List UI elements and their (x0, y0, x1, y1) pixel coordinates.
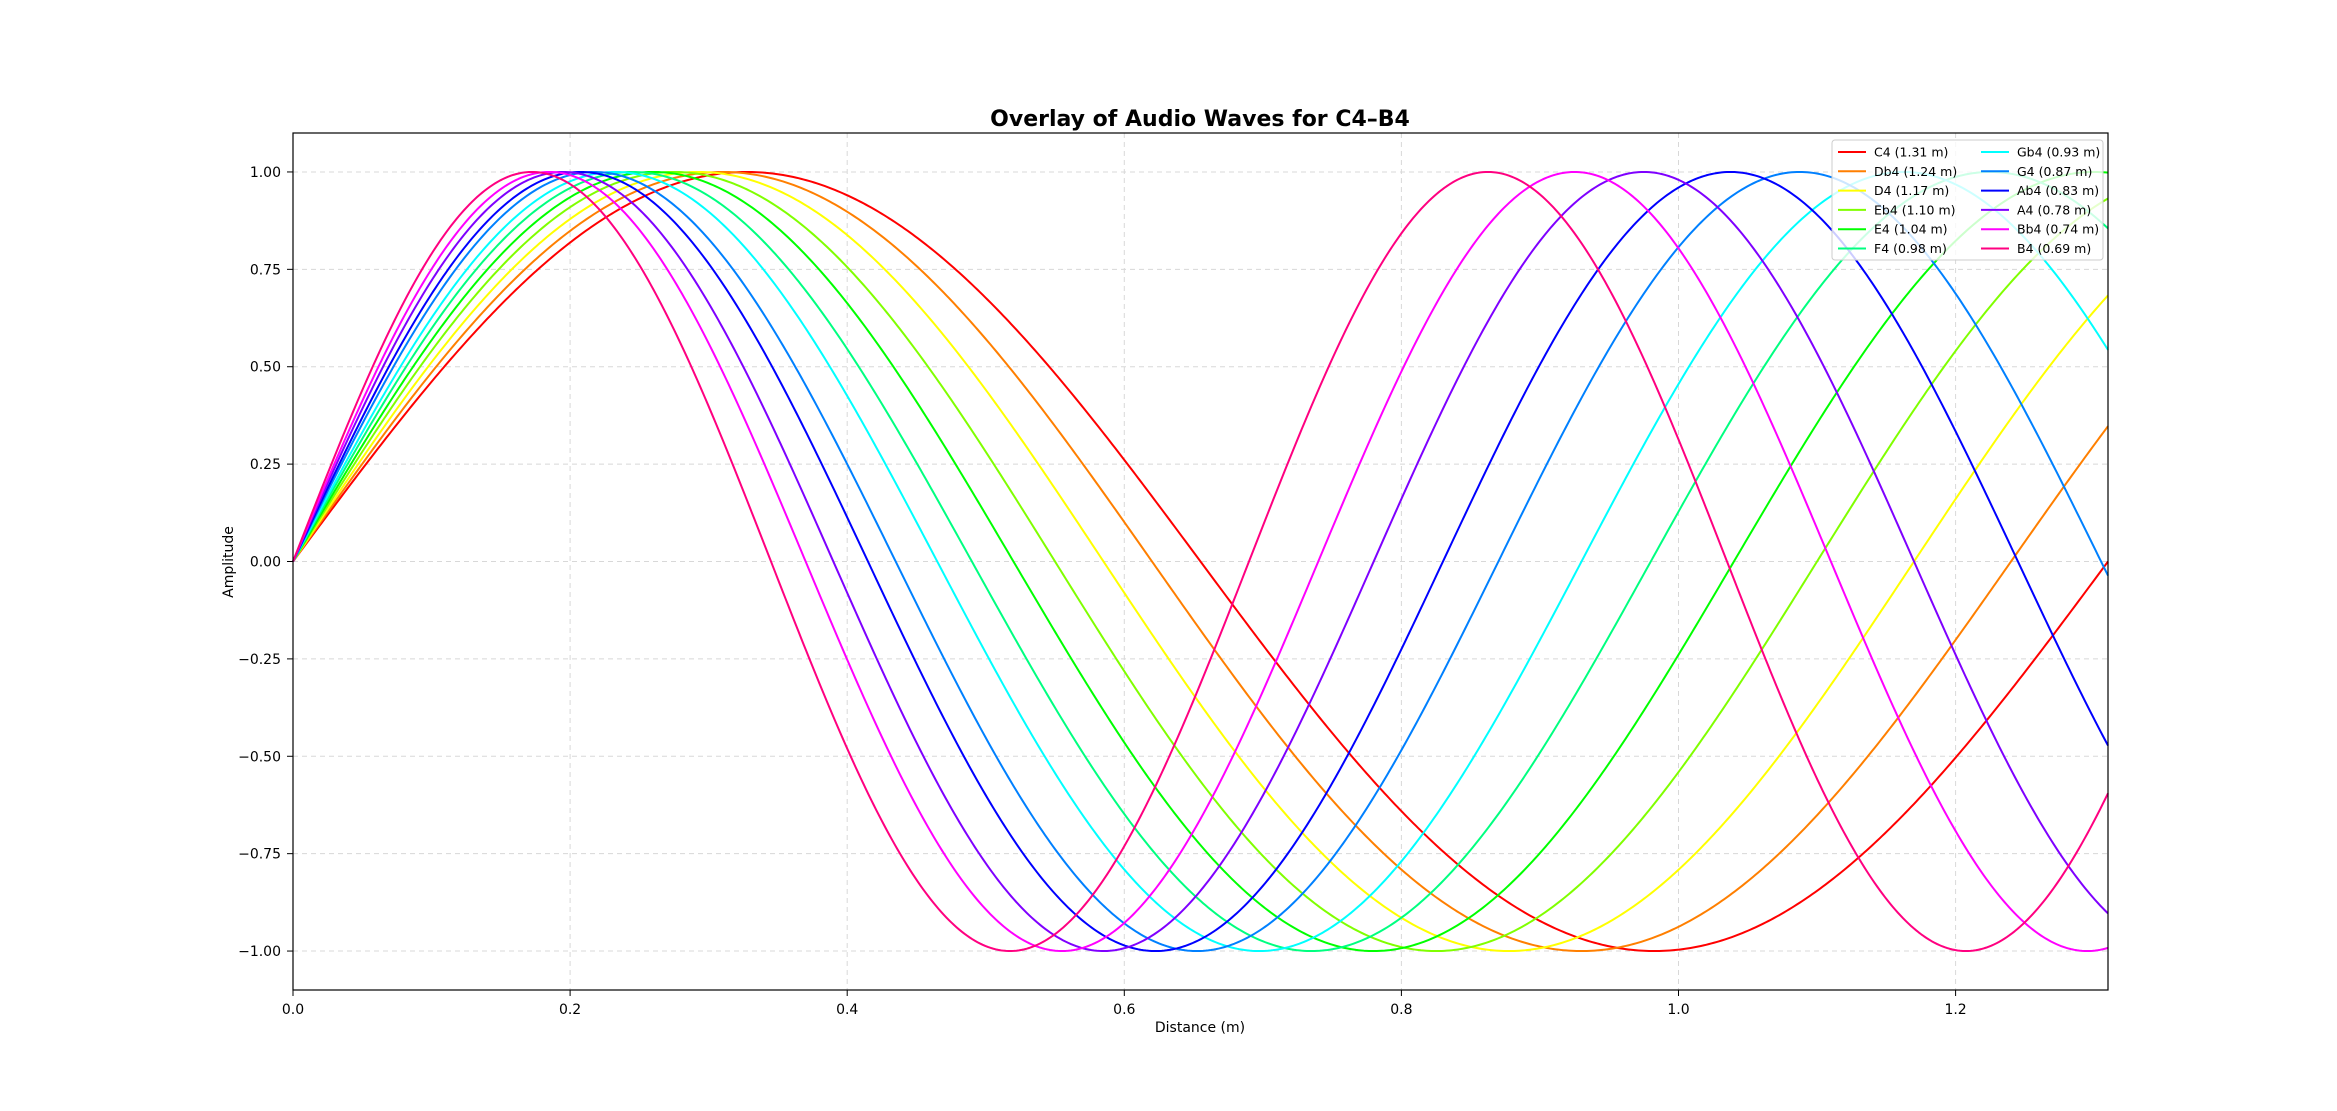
legend-label: Eb4 (1.10 m) (1874, 202, 1956, 217)
series-line-8 (292, 170, 2109, 953)
legend-label: Gb4 (0.93 m) (2017, 145, 2100, 160)
legend-label: Ab4 (0.83 m) (2017, 183, 2099, 198)
y-tick-label: −0.25 (238, 652, 281, 668)
series-line-10 (292, 170, 2109, 953)
series-line-11 (292, 170, 2109, 953)
legend-box (1831, 139, 2104, 261)
y-tick-label: 0.50 (250, 360, 281, 376)
legend-label: Db4 (1.24 m) (1874, 164, 1957, 179)
x-tick-label: 0.4 (836, 1002, 858, 1018)
x-tick-label: 1.0 (1667, 1002, 1689, 1018)
legend: C4 (1.31 m) Db4 (1.24 m) D4 (1.17 m) Eb4 (1… (1831, 139, 2104, 261)
series-line-3 (292, 170, 2109, 953)
legend-label: C4 (1.31 m) (1874, 145, 1948, 160)
y-axis-label: Amplitude (221, 526, 237, 598)
legend-label: E4 (1.04 m) (1874, 222, 1948, 237)
series-line-2 (292, 170, 2109, 953)
y-tick-label: −0.50 (238, 749, 281, 765)
y-tick-label: −0.75 (238, 847, 281, 863)
x-tick-label: 0.0 (282, 1002, 304, 1018)
legend-label: B4 (0.69 m) (2017, 241, 2091, 256)
legend-label: G4 (0.87 m) (2017, 164, 2092, 179)
y-tick-label: 0.00 (250, 555, 281, 571)
y-tick-label: −1.00 (238, 944, 281, 960)
series-lines (292, 170, 2109, 953)
y-tick-label: 1.00 (250, 165, 281, 181)
series-line-9 (292, 170, 2109, 953)
x-axis-label: Distance (m) (1155, 1020, 1245, 1036)
axis-ticks: 0.0 0.2 0.4 0.6 0.8 1.0 1.2 1.00 0.75 0.50 0.25 0.0… (238, 165, 1967, 1018)
series-line-7 (292, 170, 2109, 953)
y-tick-label: 0.75 (250, 262, 281, 278)
chart-title: Overlay of Audio Waves for C4–B4 (990, 107, 1410, 132)
series-line-0 (292, 170, 2109, 953)
legend-label: D4 (1.17 m) (1874, 183, 1949, 198)
x-tick-label: 0.6 (1113, 1002, 1135, 1018)
x-tick-label: 0.2 (559, 1002, 581, 1018)
x-tick-label: 0.8 (1390, 1002, 1412, 1018)
x-tick-label: 1.2 (1944, 1002, 1966, 1018)
series-line-4 (292, 170, 2109, 953)
legend-label: F4 (0.98 m) (1874, 241, 1947, 256)
legend-label: A4 (0.78 m) (2017, 202, 2091, 217)
series-line-1 (292, 170, 2109, 953)
series-line-5 (292, 170, 2109, 953)
legend-label: Bb4 (0.74 m) (2017, 222, 2099, 237)
y-tick-label: 0.25 (250, 457, 281, 473)
